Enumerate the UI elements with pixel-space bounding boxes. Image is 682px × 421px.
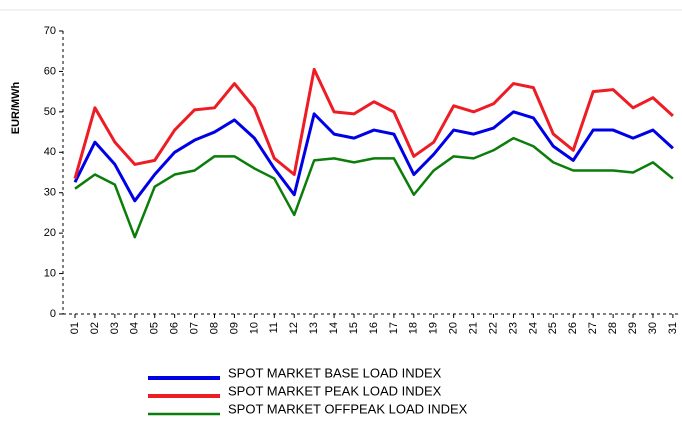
x-tick-label: 01 bbox=[69, 322, 81, 334]
x-tick-label: 15 bbox=[348, 322, 360, 334]
y-tick-label: 60 bbox=[44, 65, 56, 77]
x-tick-label: 17 bbox=[388, 322, 400, 334]
x-tick-label: 28 bbox=[607, 322, 619, 334]
x-tick-label: 21 bbox=[468, 322, 480, 334]
y-tick-label: 10 bbox=[44, 267, 56, 279]
legend-label: SPOT MARKET PEAK LOAD INDEX bbox=[228, 383, 442, 398]
x-tick-label: 04 bbox=[129, 322, 141, 334]
x-tick-label: 27 bbox=[587, 322, 599, 334]
x-tick-label: 18 bbox=[408, 322, 420, 334]
series-line bbox=[73, 110, 674, 203]
x-tick-label: 08 bbox=[208, 322, 220, 334]
x-tick-label: 12 bbox=[288, 322, 300, 334]
y-tick-label: 50 bbox=[44, 106, 56, 118]
x-tick-label: 29 bbox=[627, 322, 639, 334]
y-tick-label: 30 bbox=[44, 187, 56, 199]
x-tick-label: 23 bbox=[507, 322, 519, 334]
series-line bbox=[73, 67, 674, 179]
y-tick-label: 20 bbox=[44, 227, 56, 239]
x-tick-label: 09 bbox=[228, 322, 240, 334]
x-tick-label: 16 bbox=[368, 322, 380, 334]
x-tick-label: 30 bbox=[647, 322, 659, 334]
x-tick-label: 13 bbox=[308, 322, 320, 334]
x-tick-label: 19 bbox=[428, 322, 440, 334]
y-axis-label: EUR/MWh bbox=[10, 81, 22, 134]
y-tick-label: 70 bbox=[44, 25, 56, 37]
x-tick-label: 26 bbox=[567, 322, 579, 334]
x-tick-label: 02 bbox=[89, 322, 101, 334]
x-tick-label: 14 bbox=[328, 322, 340, 334]
x-tick-label: 07 bbox=[188, 322, 200, 334]
x-tick-label: 20 bbox=[448, 322, 460, 334]
x-tick-label: 25 bbox=[547, 322, 559, 334]
legend-label: SPOT MARKET OFFPEAK LOAD INDEX bbox=[228, 401, 468, 416]
x-tick-label: 03 bbox=[109, 322, 121, 334]
x-tick-label: 11 bbox=[268, 322, 280, 333]
series-line bbox=[74, 136, 674, 239]
x-tick-label: 06 bbox=[169, 322, 181, 334]
x-tick-label: 31 bbox=[667, 322, 679, 334]
x-tick-label: 24 bbox=[527, 322, 539, 334]
x-tick-label: 22 bbox=[487, 322, 499, 334]
x-tick-label: 05 bbox=[149, 322, 161, 334]
x-tick-label: 10 bbox=[248, 322, 260, 334]
legend-label: SPOT MARKET BASE LOAD INDEX bbox=[228, 365, 442, 380]
y-tick-label: 40 bbox=[44, 146, 56, 158]
y-tick-label: 0 bbox=[50, 308, 56, 320]
